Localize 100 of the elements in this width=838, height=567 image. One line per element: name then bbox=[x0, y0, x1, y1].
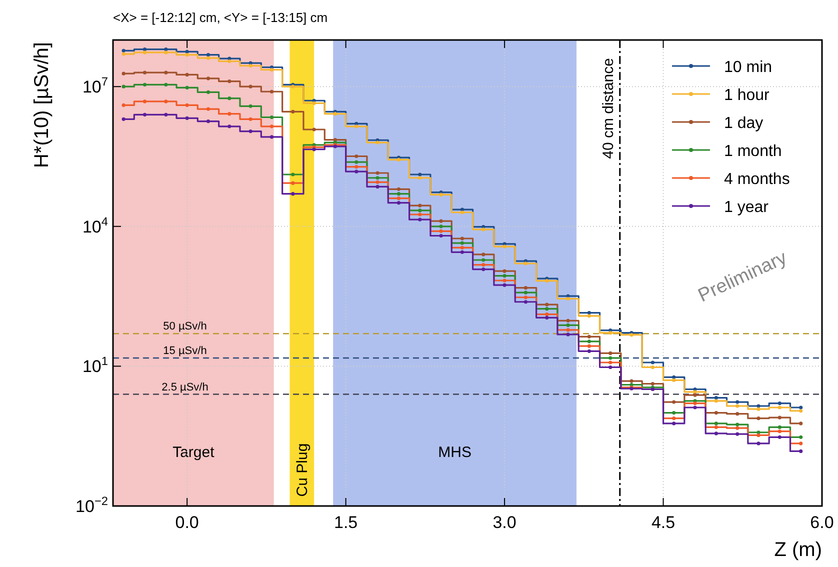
point bbox=[672, 411, 676, 415]
point bbox=[608, 360, 612, 364]
point bbox=[228, 96, 232, 100]
point bbox=[460, 210, 464, 214]
point bbox=[122, 48, 126, 52]
point bbox=[524, 286, 528, 290]
point bbox=[502, 278, 506, 282]
point bbox=[672, 416, 676, 420]
x-tick-label: 6.0 bbox=[810, 513, 834, 532]
point bbox=[714, 425, 718, 430]
point bbox=[608, 365, 612, 370]
point bbox=[439, 219, 443, 223]
point bbox=[502, 244, 506, 248]
point bbox=[164, 100, 168, 104]
point bbox=[418, 218, 422, 222]
point bbox=[396, 187, 401, 191]
point bbox=[185, 86, 189, 90]
point bbox=[142, 112, 147, 116]
point bbox=[354, 154, 358, 158]
point bbox=[799, 422, 803, 426]
point bbox=[270, 135, 274, 139]
chart-title: <X> = [-12:12] cm, <Y> = [-13:15] cm bbox=[113, 10, 328, 25]
legend-label: 1 day bbox=[724, 115, 764, 132]
x-tick-label: 1.5 bbox=[334, 513, 358, 532]
point bbox=[142, 70, 147, 74]
point bbox=[228, 59, 232, 64]
point bbox=[206, 107, 210, 111]
point bbox=[185, 72, 189, 77]
point bbox=[270, 115, 274, 120]
point bbox=[439, 229, 443, 233]
point bbox=[693, 401, 697, 406]
point bbox=[482, 258, 486, 262]
point bbox=[482, 268, 486, 272]
point bbox=[736, 432, 740, 436]
point bbox=[736, 422, 740, 426]
point bbox=[799, 442, 803, 446]
legend-label: 10 min bbox=[724, 59, 772, 76]
point bbox=[228, 112, 232, 116]
point bbox=[693, 393, 697, 397]
band-label: MHS bbox=[438, 444, 472, 461]
point bbox=[545, 312, 549, 316]
point bbox=[122, 117, 126, 121]
point bbox=[164, 70, 168, 74]
point bbox=[736, 400, 740, 404]
legend-label: 1 hour bbox=[724, 87, 770, 104]
point bbox=[185, 103, 189, 107]
point bbox=[142, 82, 147, 86]
point bbox=[608, 351, 612, 356]
point bbox=[714, 396, 718, 400]
point bbox=[778, 435, 782, 439]
x-axis-title: Z (m) bbox=[774, 539, 822, 561]
point bbox=[736, 426, 740, 430]
point bbox=[482, 252, 486, 256]
y-tick-label: 10$^{1}$ bbox=[82, 354, 108, 376]
point bbox=[418, 204, 422, 208]
point bbox=[291, 181, 295, 185]
point bbox=[206, 53, 210, 57]
point bbox=[228, 124, 232, 128]
point bbox=[206, 56, 210, 60]
point bbox=[736, 404, 740, 408]
point bbox=[482, 262, 486, 267]
point bbox=[587, 340, 591, 344]
x-tick-label: 3.0 bbox=[492, 513, 516, 532]
point bbox=[460, 250, 464, 254]
point bbox=[142, 48, 147, 52]
point bbox=[799, 406, 803, 410]
point bbox=[587, 349, 591, 353]
point bbox=[650, 382, 654, 386]
point bbox=[376, 184, 380, 189]
point bbox=[566, 332, 570, 336]
point bbox=[545, 302, 549, 306]
point bbox=[291, 192, 295, 196]
point bbox=[312, 128, 316, 132]
point bbox=[354, 165, 358, 169]
point bbox=[608, 331, 612, 335]
point bbox=[376, 180, 380, 184]
point bbox=[714, 432, 718, 436]
point bbox=[248, 104, 252, 108]
point bbox=[418, 208, 422, 212]
point bbox=[439, 224, 443, 228]
point bbox=[396, 192, 401, 196]
point bbox=[333, 112, 338, 116]
point bbox=[248, 117, 252, 121]
point bbox=[756, 442, 760, 446]
point bbox=[714, 399, 718, 403]
point bbox=[566, 296, 570, 301]
legend-label: 1 month bbox=[724, 143, 782, 160]
point bbox=[714, 422, 718, 426]
y-tick-label: 10$^{4}$ bbox=[82, 214, 108, 236]
point bbox=[608, 356, 612, 360]
point bbox=[206, 120, 210, 124]
point bbox=[376, 171, 380, 175]
point bbox=[418, 172, 422, 176]
point bbox=[650, 360, 654, 364]
point bbox=[736, 412, 740, 416]
point bbox=[122, 52, 126, 56]
point bbox=[142, 100, 147, 104]
point bbox=[396, 201, 401, 205]
point bbox=[291, 110, 295, 114]
point bbox=[799, 435, 803, 439]
